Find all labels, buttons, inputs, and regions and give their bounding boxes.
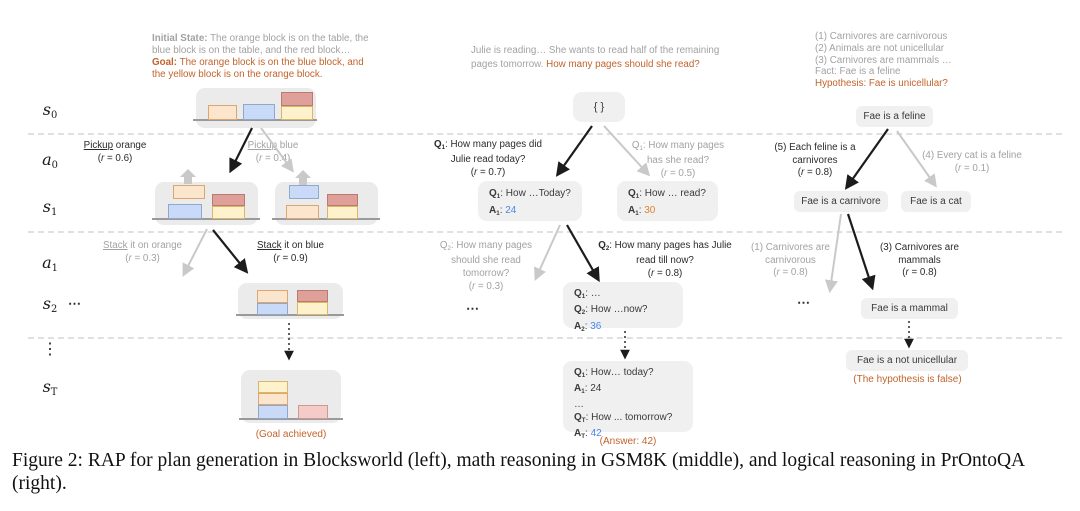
prontoqa-pruned-branch-ellipsis: ⋯ [797,295,812,310]
blocksworld-action-stack-blue: Stack it on blue (r = 0.9) [257,240,324,264]
block-blue [258,405,288,419]
blocksworld-pruned-branch-ellipsis: ⋯ [68,296,83,311]
gsm8k-s2-node: Q1: … Q2: How …now? A2: 36 [563,282,683,333]
block-orange [208,105,237,120]
block-blue [257,303,288,315]
figure-caption: Figure 2: RAP for plan generation in Blo… [12,450,1025,494]
block-blue-held [289,185,319,199]
block-red [298,405,328,419]
block-orange-held [173,185,205,199]
blocksworld-action-pickup-blue: Pickup blue (r = 0.4) [247,140,299,164]
table-line [272,218,380,220]
goal-achieved-note: (Goal achieved) [255,429,327,440]
blocksworld-action-pickup-orange: Pickup orange (r = 0.6) [83,140,147,164]
prontoqa-mammal-node: Fae is a mammal [861,298,958,319]
block-red [327,194,358,206]
hypothesis-false-note: (The hypothesis is false) [853,374,962,385]
block-red [281,92,313,106]
row-label-a1: a1 [42,253,58,274]
prontoqa-rule-4-label: (4) Every cat is a feline (r = 0.1) [922,150,1022,174]
answer-note: (Answer: 42) [599,436,657,447]
row-label-sT: sT [42,377,58,398]
block-yellow [297,302,328,315]
gsm8k-root-node: { } [573,92,625,122]
block-red [297,290,328,302]
block-red [212,194,245,206]
table-line [239,418,343,420]
gsm8k-s1-right-node: Q1: How … read? A1: 30 [617,181,718,221]
gsm8k-s1-left-node: Q1: How …Today? A1: 24 [478,181,582,221]
gsm8k-subquestion-q2-left: Q2: How many pages should she read tomorro… [439,240,533,292]
row-separator [28,231,1062,233]
prontoqa-problem-text: (1) Carnivores are carnivorous (2) Animal… [815,31,952,90]
prontoqa-rule-1-label: (1) Carnivores are carnivorous (r = 0.8) [751,242,830,279]
prontoqa-cat-node: Fae is a cat [901,191,971,212]
gsm8k-subquestion-q1-right: Q1: How many pages has she read? (r = 0.5) [631,140,725,179]
block-orange [257,290,288,303]
block-orange [286,205,319,219]
row-separator [28,133,1062,135]
gsm8k-problem-text: Julie is reading… She wants to read half… [471,45,720,70]
row-label-s0: s0 [42,100,58,121]
row-separator [28,337,1062,339]
row-label-vdots: ⋮ [42,339,58,358]
prontoqa-rule-5-label: (5) Each feline is a carnivores (r = 0.8) [774,142,856,179]
row-label-s1: s1 [42,197,58,218]
block-blue [243,104,275,120]
row-label-a0: a0 [42,150,58,171]
gsm8k-pruned-branch-ellipsis: ⋯ [466,301,481,316]
table-line [152,218,260,220]
block-yellow [258,381,288,393]
prontoqa-rule-3-label: (3) Carnivores are mammals (r = 0.8) [880,242,959,279]
prontoqa-carnivore-node: Fae is a carnivore [794,191,888,212]
blocksworld-action-stack-orange: Stack it on orange (r = 0.3) [103,240,182,264]
table-line [193,119,317,121]
gsm8k-subquestion-q1-left: Q1: How many pages did Julie read today?(… [434,139,542,178]
gsm8k-subquestion-q2-right: Q2: How many pages has Julie read till no… [598,240,732,279]
block-blue [168,204,202,219]
block-yellow [281,106,313,120]
prontoqa-root-node: Fae is a feline [856,106,933,127]
block-yellow [327,206,358,219]
row-label-s2: s2 [42,294,58,315]
blocksworld-problem-text: Initial State: The orange block is on th… [152,33,369,80]
table-line [236,314,344,316]
block-yellow [212,206,245,219]
gsm8k-sT-node: Q1: How… today? A1: 24… QT: How ... tomorr… [563,361,693,439]
prontoqa-unicellular-node: Fae is a not unicellular [846,350,968,371]
block-orange [258,393,288,405]
